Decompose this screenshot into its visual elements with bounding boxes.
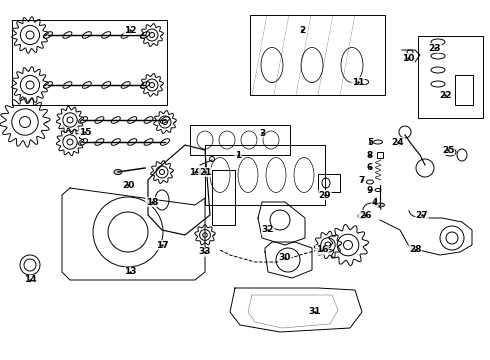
Bar xyxy=(190,125,290,155)
Text: 29: 29 xyxy=(318,190,331,199)
Text: 12: 12 xyxy=(124,26,136,35)
Bar xyxy=(455,75,473,105)
Text: 22: 22 xyxy=(439,90,451,99)
Text: 20: 20 xyxy=(122,180,134,189)
Text: 17: 17 xyxy=(156,240,168,249)
Text: 16: 16 xyxy=(316,246,328,255)
Text: 1: 1 xyxy=(235,150,241,159)
Text: 31: 31 xyxy=(309,307,321,316)
Ellipse shape xyxy=(375,203,385,207)
Bar xyxy=(318,174,340,192)
Text: 28: 28 xyxy=(409,246,421,255)
Text: 10: 10 xyxy=(402,54,414,63)
Text: 15: 15 xyxy=(79,127,91,136)
Text: 13: 13 xyxy=(124,267,136,276)
Text: 19: 19 xyxy=(189,167,201,176)
Text: 21: 21 xyxy=(199,167,211,176)
Text: 25: 25 xyxy=(442,145,454,154)
Text: 5: 5 xyxy=(367,138,373,147)
Text: 23: 23 xyxy=(429,44,441,53)
Ellipse shape xyxy=(114,170,122,175)
Text: 14: 14 xyxy=(24,275,36,284)
Bar xyxy=(205,145,325,205)
Bar xyxy=(377,152,383,158)
Text: 24: 24 xyxy=(392,138,404,147)
Text: 26: 26 xyxy=(359,211,371,220)
Text: 11: 11 xyxy=(352,77,364,86)
Text: 2: 2 xyxy=(299,26,305,35)
Bar xyxy=(12,20,167,105)
Text: 32: 32 xyxy=(262,225,274,234)
Bar xyxy=(250,15,385,95)
Text: 30: 30 xyxy=(279,253,291,262)
Text: 6: 6 xyxy=(367,162,373,171)
Text: 33: 33 xyxy=(199,248,211,256)
Text: 3: 3 xyxy=(259,129,265,138)
Text: 18: 18 xyxy=(146,198,158,207)
Bar xyxy=(418,36,483,118)
Text: 7: 7 xyxy=(359,176,365,185)
Text: 27: 27 xyxy=(416,211,428,220)
Text: 4: 4 xyxy=(372,198,378,207)
Text: 9: 9 xyxy=(367,185,373,194)
Text: 8: 8 xyxy=(367,150,373,159)
